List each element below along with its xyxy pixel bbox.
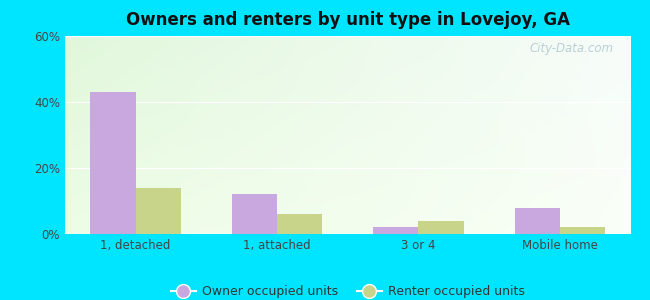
Bar [90,92,136,234]
Bar [419,221,463,234]
Bar [560,227,605,234]
Title: Owners and renters by unit type in Lovejoy, GA: Owners and renters by unit type in Lovej… [125,11,570,29]
Bar [515,208,560,234]
Legend: Owner occupied units, Renter occupied units: Owner occupied units, Renter occupied un… [166,280,530,300]
Bar [373,227,419,234]
Bar [136,188,181,234]
Text: City-Data.com: City-Data.com [529,42,614,55]
Bar [232,194,277,234]
Bar [277,214,322,234]
